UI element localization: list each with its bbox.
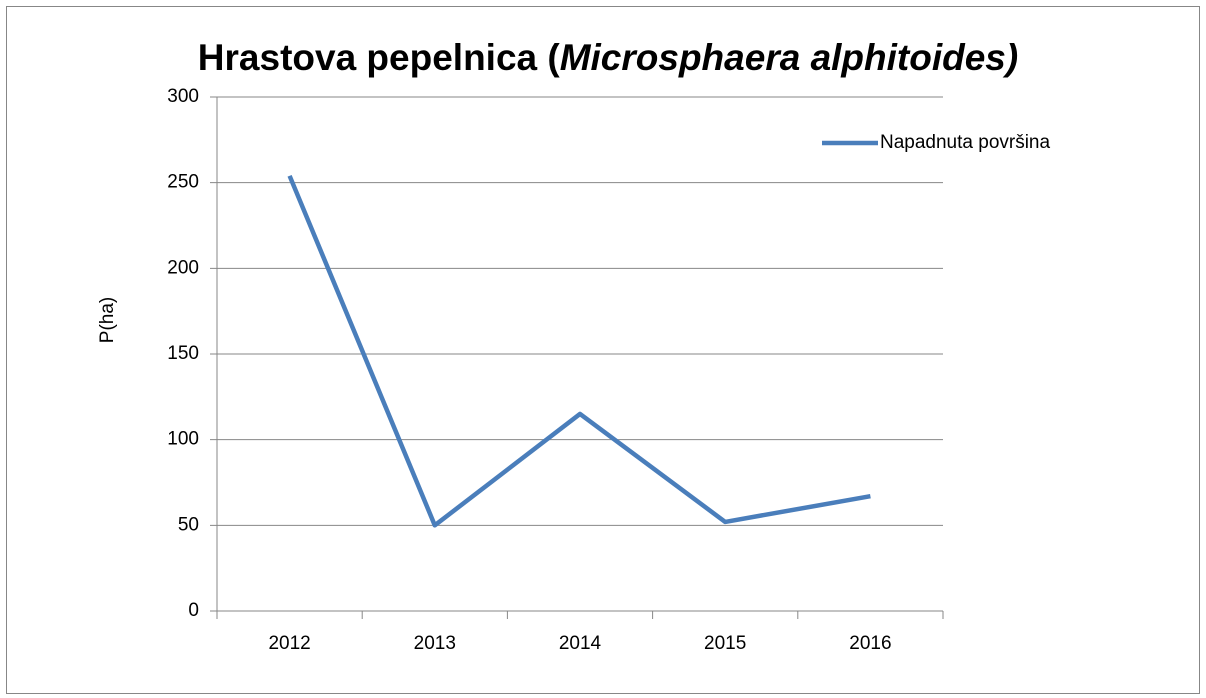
chart-frame [6, 6, 1200, 694]
x-tick-label: 2013 [414, 633, 456, 654]
title-part: Hrastova pepelnica ( [198, 37, 561, 78]
title-part: Microsphaera alphitoides) [560, 37, 1019, 78]
data-line [287, 174, 871, 528]
y-tick-label: 300 [167, 86, 199, 107]
y-tick-label: 0 [188, 600, 199, 621]
y-tick-label: 100 [167, 429, 199, 450]
chart-title: Hrastova pepelnica (Microsphaera alphito… [198, 37, 1018, 78]
y-tick-label: 150 [167, 343, 199, 364]
x-tick-label: 2015 [704, 633, 746, 654]
y-tick-label: 250 [167, 172, 199, 193]
y-tick-label: 50 [178, 514, 199, 535]
legend-label: Napadnuta površina [880, 132, 1050, 153]
x-tick-label: 2016 [849, 633, 891, 654]
y-axis-label: P(ha) [97, 297, 118, 343]
x-tick-label: 2012 [268, 633, 310, 654]
y-tick-label: 200 [167, 257, 199, 278]
x-tick-label: 2014 [559, 633, 602, 654]
